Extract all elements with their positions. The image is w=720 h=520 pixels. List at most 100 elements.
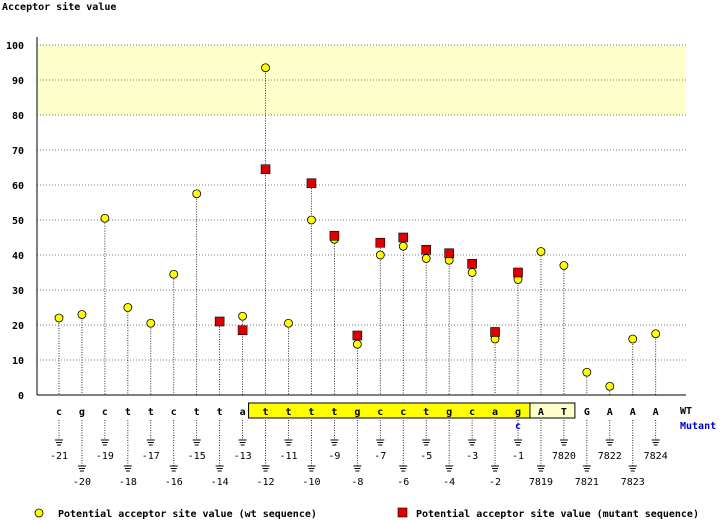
y-tick-label: 90: [12, 76, 24, 87]
wt-row-label: WT: [680, 406, 692, 417]
wt-point: [261, 63, 270, 73]
position-label: -3: [466, 451, 478, 462]
wt-point: [536, 247, 546, 256]
base-letter: t: [331, 407, 337, 418]
mutant-point: [352, 330, 363, 341]
position-label: -20: [73, 477, 91, 488]
position-label: -11: [279, 451, 297, 462]
legend-mutant-marker: [397, 507, 408, 518]
mutant-point: [329, 230, 340, 241]
wt-point: [54, 313, 64, 323]
base-letter: c: [469, 407, 475, 418]
position-label: -21: [50, 451, 68, 462]
base-letter: t: [423, 407, 429, 418]
position-label: -8: [351, 477, 363, 488]
y-tick-label: 50: [12, 216, 24, 227]
position-label: -6: [397, 477, 409, 488]
base-letter: g: [446, 407, 452, 418]
base-letter: t: [217, 407, 223, 418]
y-tick-label: 40: [12, 251, 24, 262]
base-letter: A: [607, 407, 613, 418]
position-label: -10: [302, 477, 320, 488]
y-tick-label: 0: [18, 391, 24, 402]
position-label: 7824: [644, 451, 668, 462]
wt-point: [582, 367, 592, 377]
wt-point: [146, 318, 156, 328]
wt-point: [169, 269, 179, 279]
wt-point: [651, 329, 661, 339]
position-label: -13: [234, 451, 252, 462]
legend-mutant-label: Potential acceptor site value (mutant se…: [416, 508, 699, 520]
mutant-point: [490, 327, 500, 337]
wt-point: [192, 189, 202, 199]
wt-point: [284, 318, 293, 328]
base-letter: t: [148, 407, 154, 418]
position-label: -2: [489, 477, 501, 488]
base-letter: c: [377, 407, 383, 418]
position-label: -12: [257, 477, 275, 488]
base-letter: A: [630, 407, 636, 418]
mutant-point: [237, 325, 248, 336]
wt-point: [398, 241, 408, 251]
position-label: -16: [165, 477, 183, 488]
wt-point: [238, 311, 248, 321]
position-label: -1: [512, 451, 524, 462]
wt-point: [307, 215, 316, 225]
wt-point: [100, 213, 110, 223]
base-letter: a: [240, 407, 246, 418]
base-letter: g: [79, 407, 85, 418]
base-letter: t: [263, 407, 269, 418]
position-label: 7823: [621, 477, 645, 488]
base-letter: A: [653, 407, 659, 418]
base-letter: t: [308, 407, 314, 418]
base-letter: g: [515, 407, 521, 418]
wt-point: [352, 339, 362, 349]
position-label: -15: [188, 451, 206, 462]
legend: Potential acceptor site value (wt sequen…: [34, 507, 699, 520]
mutant-point: [306, 178, 317, 189]
mutant-point: [260, 164, 271, 175]
position-label: -18: [119, 477, 137, 488]
mutant-row-label: Mutant: [680, 421, 716, 432]
base-letter: c: [102, 407, 108, 418]
base-letter: t: [125, 407, 131, 418]
base-letter: g: [354, 407, 360, 418]
base-letter: c: [56, 407, 62, 418]
base-letter: T: [561, 407, 567, 418]
base-letter: G: [584, 407, 590, 418]
mutant-point: [467, 258, 477, 269]
wt-point: [467, 268, 477, 277]
mutant-base: c: [515, 421, 521, 432]
wt-point: [77, 310, 87, 319]
y-tick-label: 60: [12, 181, 24, 192]
wt-point: [559, 261, 569, 270]
position-label: -7: [374, 451, 386, 462]
position-label: -19: [96, 451, 114, 462]
mutant-point: [421, 244, 432, 255]
wt-point: [421, 254, 431, 263]
mutant-point: [398, 232, 409, 243]
base-letter: t: [194, 407, 200, 418]
position-label: -9: [328, 451, 340, 462]
position-label: 7821: [575, 477, 599, 488]
position-label: -14: [211, 477, 229, 488]
wt-point: [123, 303, 133, 312]
exon-box: [529, 402, 576, 419]
legend-wt-marker: [34, 508, 44, 518]
y-tick-label: 70: [12, 146, 24, 157]
base-letter: c: [400, 407, 406, 418]
base-letter: a: [492, 407, 498, 418]
position-label: -4: [443, 477, 455, 488]
base-letter: A: [538, 407, 544, 418]
legend-wt-label: Potential acceptor site value (wt sequen…: [58, 508, 317, 520]
base-letter: t: [285, 407, 291, 418]
plot-area: 0 10 20 30 40 50 60 70 80 90 100 c -21 g -20 c -19 t -18 t -…: [6, 37, 686, 488]
y-tick-label: 80: [12, 111, 24, 122]
position-label: -5: [420, 451, 432, 462]
position-label: 7820: [552, 451, 576, 462]
y-tick-label: 10: [12, 356, 24, 367]
y-axis-title: Acceptor site value: [2, 1, 116, 13]
wt-point: [605, 381, 615, 391]
wt-point: [375, 250, 385, 260]
